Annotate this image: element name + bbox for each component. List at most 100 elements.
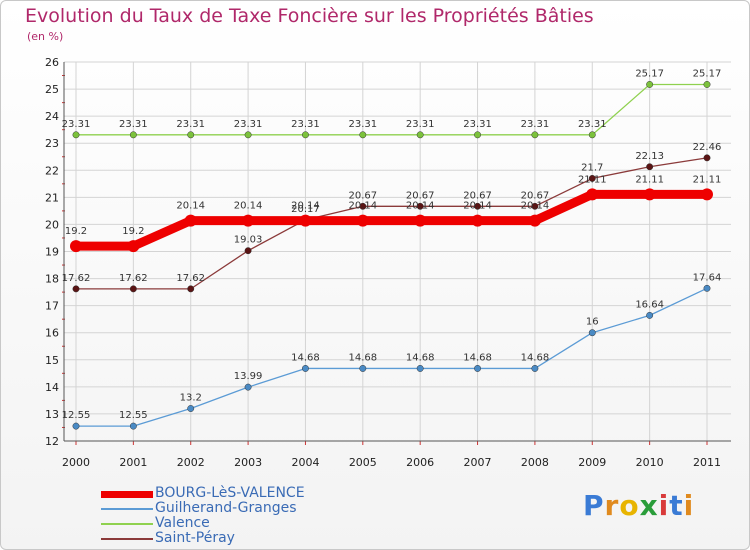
data-point-bourg-l-s-valence (70, 240, 82, 253)
data-point-valence (187, 131, 195, 139)
series-line-saint-p-ray (75, 157, 708, 290)
data-label-saint-p-ray: 17.62 (62, 273, 91, 284)
data-point-saint-p-ray (244, 247, 252, 255)
y-tick-label: 20 (45, 218, 59, 231)
legend-label: Guilherand-Granges (155, 500, 297, 516)
data-point-bourg-l-s-valence (414, 214, 427, 227)
y-tick-label: 14 (45, 381, 59, 394)
data-label-valence: 23.31 (578, 119, 607, 130)
y-tick-label: 15 (45, 354, 59, 367)
data-label-guilherand-granges: 12.55 (119, 410, 148, 421)
x-tick-label: 2004 (291, 456, 319, 469)
data-label-guilherand-granges: 13.99 (234, 371, 263, 382)
line-chart: 12 13 14 15 16 17 18 19 20 21 22 23 24 25 26 2000 2001 20… (45, 56, 731, 469)
data-label-valence: 23.31 (521, 119, 550, 130)
data-label-guilherand-granges: 12.55 (62, 410, 91, 421)
data-point-guilherand-granges (531, 364, 539, 372)
x-tick-label: 2009 (578, 456, 606, 469)
data-label-valence: 23.31 (463, 119, 492, 130)
data-label-valence: 23.31 (234, 119, 263, 130)
data-label-valence: 23.31 (348, 119, 377, 130)
data-point-valence (302, 131, 309, 139)
legend-label: Saint-Péray (155, 530, 235, 546)
data-label-valence: 23.31 (119, 119, 148, 130)
data-label-guilherand-granges: 17.64 (693, 272, 722, 283)
data-point-guilherand-granges (474, 364, 481, 372)
series-line-valence (75, 83, 708, 136)
data-point-saint-p-ray (588, 174, 596, 182)
data-point-saint-p-ray (703, 154, 711, 162)
data-label-valence: 23.31 (176, 119, 205, 130)
x-tick-label: 2010 (636, 456, 664, 469)
data-label-guilherand-granges: 14.68 (291, 352, 320, 363)
data-label-bourg-l-s-valence: 19.2 (65, 226, 87, 237)
data-label-bourg-l-s-valence: 20.14 (463, 201, 492, 212)
y-tick-label: 21 (45, 191, 59, 204)
x-tick-label: 2000 (62, 456, 90, 469)
data-label-valence: 23.31 (291, 119, 320, 130)
data-point-valence (531, 131, 539, 139)
series-line-guilherand-granges (75, 287, 708, 427)
y-tick-label: 23 (45, 137, 59, 150)
data-label-saint-p-ray: 21.7 (581, 162, 603, 173)
data-point-valence (359, 131, 367, 139)
y-tick-label: 18 (45, 273, 59, 286)
logo-letter: o (619, 489, 640, 522)
logo-letter: x (639, 489, 659, 522)
data-label-bourg-l-s-valence: 20.14 (521, 201, 550, 212)
data-point-bourg-l-s-valence (242, 214, 255, 227)
data-label-bourg-l-s-valence: 20.14 (291, 201, 320, 212)
legend-swatch (101, 508, 153, 510)
data-label-saint-p-ray: 20.67 (348, 190, 377, 201)
chart-title: Evolution du Taux de Taxe Foncière sur l… (25, 5, 594, 27)
data-point-saint-p-ray (72, 285, 80, 293)
y-tick-label: 13 (45, 408, 59, 421)
legend-swatch (101, 491, 153, 498)
logo-letter: i (683, 489, 695, 522)
data-label-guilherand-granges: 14.68 (406, 352, 435, 363)
data-point-guilherand-granges (187, 405, 195, 412)
data-label-bourg-l-s-valence: 20.14 (176, 201, 205, 212)
data-point-saint-p-ray (129, 285, 137, 293)
data-point-bourg-l-s-valence (643, 188, 656, 201)
x-tick-label: 2008 (521, 456, 549, 469)
y-tick-label: 19 (45, 246, 59, 259)
data-label-guilherand-granges: 14.68 (521, 352, 550, 363)
legend-swatch (101, 538, 153, 540)
x-tick-label: 2006 (406, 456, 434, 469)
logo-letter: r (604, 489, 620, 522)
y-tick-label: 25 (45, 83, 59, 96)
data-label-saint-p-ray: 22.13 (635, 151, 664, 162)
data-point-saint-p-ray (531, 202, 539, 210)
data-label-valence: 25.17 (693, 68, 722, 79)
data-point-guilherand-granges (302, 364, 309, 372)
x-tick-label: 2011 (693, 456, 721, 469)
data-label-saint-p-ray: 19.03 (234, 235, 263, 246)
proxiti-logo: Proxiti (583, 489, 694, 522)
data-label-saint-p-ray: 17.62 (119, 273, 148, 284)
data-point-bourg-l-s-valence (356, 214, 369, 227)
data-point-saint-p-ray (187, 285, 195, 293)
x-tick-label: 2005 (349, 456, 377, 469)
legend-swatch (101, 523, 153, 525)
y-tick-label: 26 (45, 56, 59, 69)
data-label-saint-p-ray: 22.46 (693, 142, 722, 153)
data-label-guilherand-granges: 14.68 (348, 352, 377, 363)
x-tick-label: 2003 (234, 456, 262, 469)
data-label-valence: 25.17 (635, 68, 664, 79)
data-point-saint-p-ray (359, 202, 367, 210)
chart-subtitle: (en %) (27, 30, 64, 43)
data-point-guilherand-granges (72, 422, 80, 430)
data-point-bourg-l-s-valence (184, 214, 197, 227)
data-point-guilherand-granges (244, 383, 252, 391)
data-point-valence (416, 131, 424, 139)
data-point-bourg-l-s-valence (701, 188, 713, 201)
data-label-bourg-l-s-valence: 20.14 (406, 201, 435, 212)
y-tick-label: 24 (45, 110, 59, 123)
data-label-bourg-l-s-valence: 21.11 (578, 174, 607, 185)
legend-label: Valence (155, 515, 210, 531)
x-tick-label: 2007 (464, 456, 492, 469)
y-tick-label: 17 (45, 300, 59, 313)
y-tick-label: 16 (45, 327, 59, 340)
